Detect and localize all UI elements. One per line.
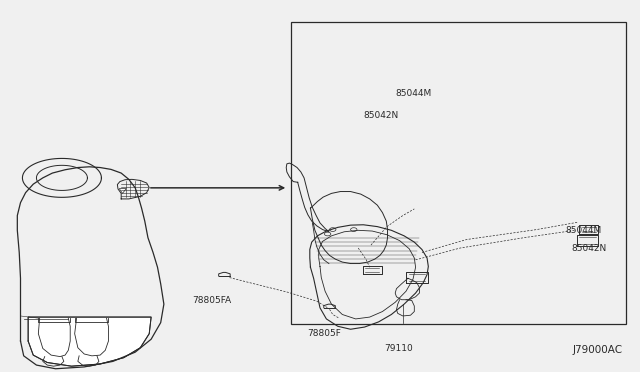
Text: J79000AC: J79000AC <box>573 345 623 355</box>
Text: 78805F: 78805F <box>307 329 341 338</box>
Text: 85042N: 85042N <box>364 111 399 121</box>
Text: 85042N: 85042N <box>572 244 607 253</box>
Polygon shape <box>119 189 126 193</box>
Text: 79110: 79110 <box>384 344 412 353</box>
Polygon shape <box>28 317 151 366</box>
Text: 85044M: 85044M <box>565 226 602 235</box>
Bar <box>291 22 626 324</box>
Text: 85044M: 85044M <box>395 89 431 98</box>
Text: 78805FA: 78805FA <box>193 296 232 305</box>
